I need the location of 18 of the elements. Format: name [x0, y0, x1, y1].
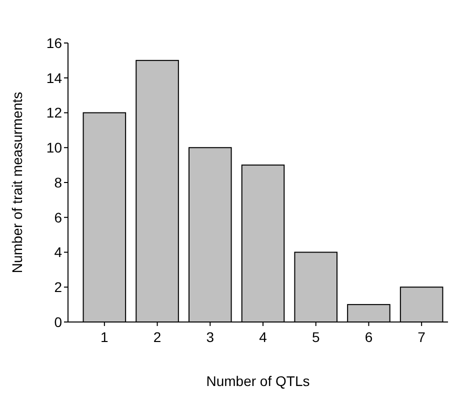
y-tick-label: 14	[46, 70, 62, 86]
x-tick-label: 1	[100, 329, 109, 345]
x-tick-label: 7	[418, 329, 426, 345]
y-tick-label: 4	[54, 244, 62, 260]
y-tick-label: 10	[46, 140, 62, 156]
x-tick-label: 6	[364, 329, 373, 345]
y-tick-label: 16	[46, 34, 62, 51]
x-tick-label: 4	[259, 329, 268, 345]
y-tick-label: 2	[54, 279, 62, 296]
y-axis-title: Number of trait measurments	[9, 92, 25, 274]
x-tick-label: 3	[206, 329, 214, 345]
y-tick-label: 12	[46, 104, 62, 121]
y-tick-label: 8	[54, 174, 62, 190]
x-tick-label: 2	[153, 329, 162, 345]
y-tick-label: 0	[54, 314, 62, 330]
x-tick-label: 5	[312, 329, 320, 345]
x-axis-title: Number of QTLs	[206, 373, 310, 389]
y-tick-label: 6	[54, 209, 62, 226]
